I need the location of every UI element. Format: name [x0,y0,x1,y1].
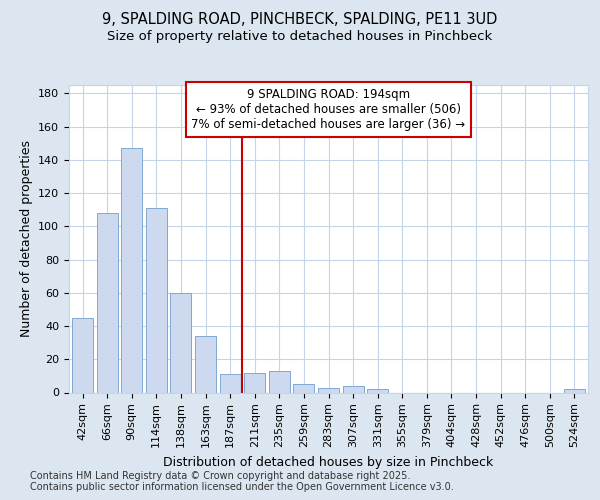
Bar [269,371,290,392]
Bar [97,213,118,392]
Bar [343,386,364,392]
Text: Contains HM Land Registry data © Crown copyright and database right 2025.
Contai: Contains HM Land Registry data © Crown c… [30,471,454,492]
Bar [72,318,93,392]
Text: 9, SPALDING ROAD, PINCHBECK, SPALDING, PE11 3UD: 9, SPALDING ROAD, PINCHBECK, SPALDING, P… [103,12,497,28]
Y-axis label: Number of detached properties: Number of detached properties [20,140,32,337]
Bar [244,372,265,392]
Bar [195,336,216,392]
Bar [367,389,388,392]
Bar [318,388,339,392]
Bar [564,389,585,392]
Bar [121,148,142,392]
Text: 9 SPALDING ROAD: 194sqm
← 93% of detached houses are smaller (506)
7% of semi-de: 9 SPALDING ROAD: 194sqm ← 93% of detache… [191,88,466,131]
Text: Size of property relative to detached houses in Pinchbeck: Size of property relative to detached ho… [107,30,493,43]
Bar [146,208,167,392]
Bar [293,384,314,392]
Bar [220,374,241,392]
Bar [170,293,191,392]
X-axis label: Distribution of detached houses by size in Pinchbeck: Distribution of detached houses by size … [163,456,494,468]
